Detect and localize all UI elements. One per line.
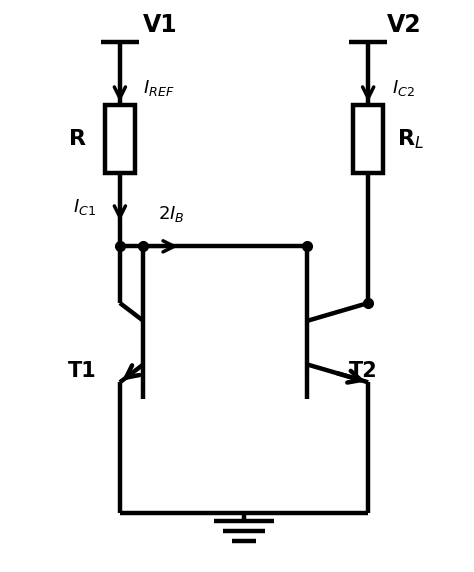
- Text: $I_{C1}$: $I_{C1}$: [73, 197, 97, 217]
- Text: $I_{REF}$: $I_{REF}$: [143, 78, 175, 98]
- Text: T2: T2: [349, 361, 378, 381]
- Text: R: R: [69, 129, 86, 149]
- Text: T1: T1: [68, 361, 97, 381]
- Text: $2I_B$: $2I_B$: [158, 204, 185, 224]
- Text: V1: V1: [143, 13, 178, 37]
- Text: V2: V2: [387, 13, 421, 37]
- Bar: [105, 105, 135, 173]
- Text: $I_{C2}$: $I_{C2}$: [392, 78, 414, 98]
- Bar: [353, 105, 383, 173]
- Text: R$_L$: R$_L$: [397, 127, 424, 150]
